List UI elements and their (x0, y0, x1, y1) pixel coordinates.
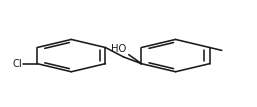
Text: Cl: Cl (12, 59, 22, 69)
Text: HO: HO (112, 44, 127, 54)
